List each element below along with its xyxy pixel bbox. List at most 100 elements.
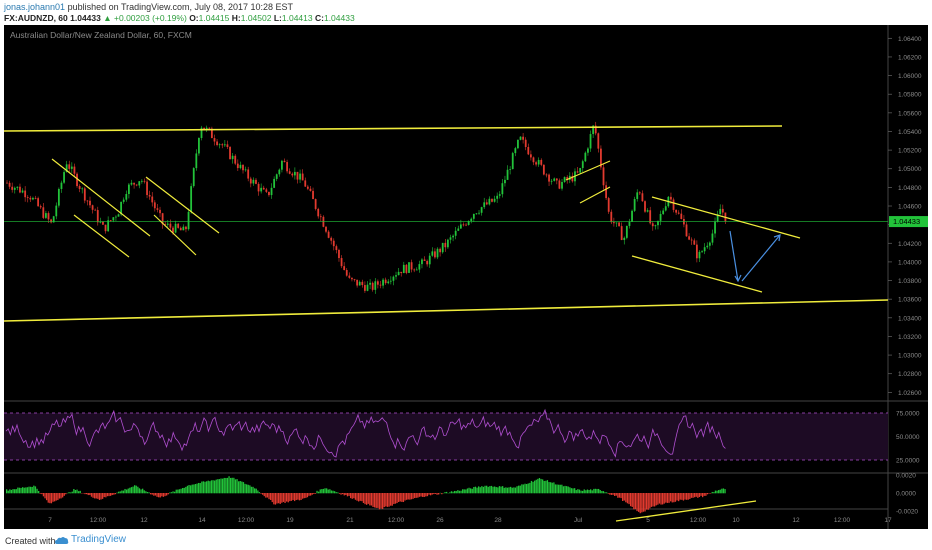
close-label: C: [314, 13, 324, 23]
x-tick-label: 10 [732, 517, 740, 524]
candle-body [462, 224, 465, 226]
osc-bar [17, 487, 19, 494]
candle-body [260, 187, 263, 192]
candle-body [24, 190, 27, 198]
channel-line[interactable] [145, 176, 220, 234]
candle-body [392, 276, 395, 281]
projection-down-arrow[interactable] [729, 230, 739, 282]
osc-bar [722, 488, 725, 494]
projection-up-arrow[interactable] [741, 234, 781, 282]
osc-bar [591, 490, 593, 494]
osc-bar [150, 493, 152, 495]
author-link[interactable]: jonas.johann01 [4, 2, 66, 12]
osc-bar [7, 490, 9, 494]
candle-body [34, 197, 37, 199]
osc-bar [695, 493, 697, 497]
osc-bar [612, 493, 614, 495]
osc-bar [142, 488, 144, 494]
candle-body [646, 210, 649, 212]
candle-body [210, 128, 213, 139]
candle-body [561, 182, 563, 189]
candle-body [644, 201, 646, 212]
osc-bar [721, 488, 723, 494]
rising-channel-line[interactable] [579, 186, 611, 204]
candle-body [625, 225, 628, 238]
candle-body [174, 223, 177, 233]
candle-body [571, 175, 574, 182]
candle-body [638, 192, 641, 194]
x-tick-label: Jul [574, 517, 583, 524]
current-price-label: 1.04433 [893, 217, 920, 226]
osc-bar [422, 493, 424, 497]
osc-bar [556, 484, 558, 494]
osc-bar [242, 482, 245, 494]
osc-bar [38, 491, 40, 494]
candle-body [651, 223, 654, 227]
channel-line[interactable] [51, 158, 151, 237]
osc-bar [399, 493, 401, 502]
osc-bar [158, 493, 160, 498]
osc-bar [164, 493, 166, 497]
support-trendline[interactable] [4, 299, 889, 322]
osc-bar [225, 477, 227, 494]
falling-wedge-upper[interactable] [651, 196, 801, 239]
osc-bar [121, 490, 123, 494]
x-tick-label: 12:00 [238, 517, 255, 524]
osc-bar [127, 488, 129, 494]
osc-bar [212, 480, 214, 494]
osc-bar [534, 480, 536, 494]
osc-bar [137, 486, 139, 494]
resistance-trendline[interactable] [4, 125, 783, 132]
candle-body [45, 213, 47, 218]
candle-body [657, 220, 659, 226]
osc-bar [63, 493, 65, 496]
osc-bar [514, 487, 517, 494]
rising-channel-line[interactable] [565, 160, 611, 181]
candle-body [63, 172, 65, 183]
osc-bar [31, 486, 33, 494]
candle-body [654, 225, 657, 227]
osc-bar [633, 493, 635, 510]
osc-bar [374, 493, 376, 508]
osc-bar [505, 487, 507, 494]
candle-body [698, 251, 701, 259]
osc-bar [687, 493, 689, 500]
candle-body [364, 285, 366, 291]
falling-wedge-lower[interactable] [631, 255, 763, 293]
osc-bar [95, 493, 97, 499]
osc-bar [500, 486, 502, 494]
osc-bar [470, 488, 472, 494]
osc-bar [156, 493, 158, 497]
candle-body [545, 174, 548, 176]
candle-body [542, 164, 545, 175]
candle-body [623, 237, 626, 241]
candle-body [519, 136, 522, 140]
channel-line[interactable] [153, 214, 197, 256]
candle-body [16, 186, 19, 188]
osc-bar [314, 493, 317, 494]
osc-bar [516, 486, 518, 494]
osc-bar [428, 493, 430, 495]
rsi-band-fill [4, 413, 888, 460]
osc-bar [228, 476, 230, 494]
candle-body [19, 186, 21, 193]
tradingview-brand-link[interactable]: TradingView [71, 534, 127, 545]
price-y-axis: 1.06400 1.06200 1.06000 1.05800 1.05600 1.054… [888, 36, 922, 397]
osc-bar [473, 487, 475, 494]
osc-bar [506, 487, 509, 494]
osc-bar [178, 489, 181, 494]
candle-body [605, 185, 608, 199]
osc-bar [436, 493, 438, 495]
chart-canvas[interactable]: Australian Dollar/New Zealand Dollar, 60… [4, 25, 928, 529]
osc-bar [718, 490, 720, 494]
chart-area[interactable]: Australian Dollar/New Zealand Dollar, 60… [4, 25, 928, 529]
osc-bar [204, 481, 206, 494]
osc-bar [582, 490, 584, 494]
candle-body [236, 163, 239, 169]
oscillator-divergence-line[interactable] [615, 500, 757, 522]
channel-line[interactable] [73, 214, 130, 258]
osc-bar [634, 493, 637, 510]
osc-bar [482, 486, 485, 494]
candle-body [527, 147, 530, 155]
osc-bar [366, 493, 368, 505]
